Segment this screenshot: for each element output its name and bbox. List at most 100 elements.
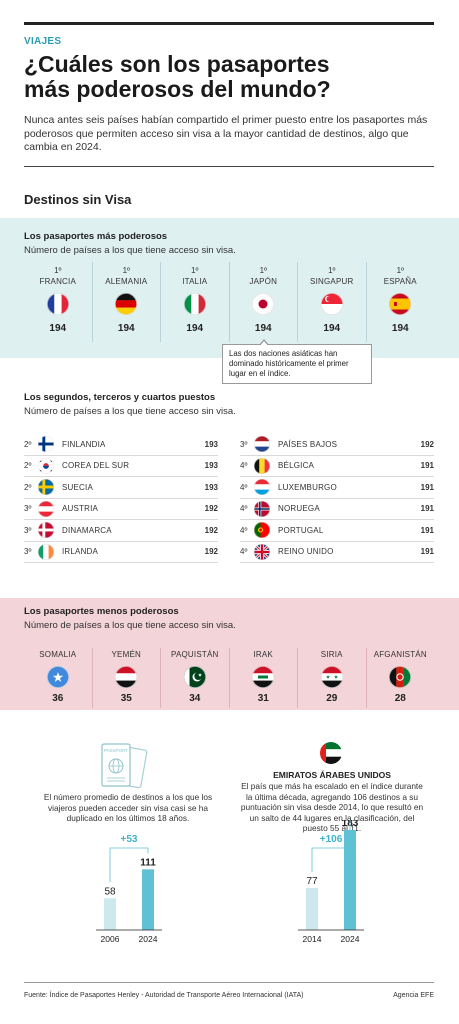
ranking-list-right: 3º PAÍSES BAJOS 192 4º BÉLGICA 191 4º LUXE…: [240, 434, 434, 563]
denmark-flag-icon: [38, 522, 54, 539]
germany-flag-icon: [115, 293, 138, 315]
title-line-2: más poderosos del mundo?: [24, 76, 331, 102]
title-line-1: ¿Cuáles son los pasaportes: [24, 51, 330, 77]
country-name: IRLANDA: [62, 547, 99, 557]
uae-title: EMIRATOS ÁRABES UNIDOS: [273, 770, 391, 780]
ranking-row: 3º AUSTRIA 192: [24, 499, 218, 520]
ranking-row: 4º LUXEMBURGO 191: [240, 477, 434, 499]
visa-free-score: 194: [254, 323, 272, 334]
low-passport-0: SOMALIA 36: [24, 648, 92, 708]
rank-label: 3º: [24, 525, 32, 535]
ranking-row: 4º BÉLGICA 191: [240, 456, 434, 477]
netherlands-flag-icon: [254, 436, 270, 453]
ranking-row: 3º DINAMARCA 192: [24, 520, 218, 542]
visa-free-score: 36: [52, 693, 64, 704]
ranking-row: 3º IRLANDA 192: [24, 542, 218, 563]
country-name: ESPAÑA: [383, 277, 417, 286]
tick-label: 2014: [303, 934, 322, 944]
divider: [24, 166, 434, 167]
belgium-flag-icon: [254, 457, 270, 474]
country-name: BÉLGICA: [278, 461, 315, 471]
uae-text: El país que más ha escalado en el índice…: [240, 781, 424, 833]
rank-label: 1º: [54, 266, 62, 275]
finland-flag-icon: [38, 436, 54, 453]
top-passport-2: 1º ITALIA 194: [160, 262, 229, 342]
ranking-list-left: 2º FINLANDIA 193 2º COREA DEL SUR 193 2º S…: [24, 434, 218, 563]
country-name: SINGAPUR: [310, 277, 354, 286]
data-label: 58: [104, 886, 116, 897]
visa-free-score: 193: [204, 439, 218, 449]
uae-flag-icon: [320, 742, 342, 764]
rank-label: 2º: [24, 439, 32, 449]
country-name: DINAMARCA: [62, 525, 112, 535]
country-name: FINLANDIA: [62, 439, 106, 449]
country-name: PORTUGAL: [278, 525, 324, 535]
rank-label: 4º: [240, 482, 248, 492]
country-name: SUECIA: [62, 482, 93, 492]
top-passport-5: 1º ESPAÑA 194: [365, 262, 435, 342]
rank-label: 3º: [240, 439, 248, 449]
luxembourg-flag-icon: [254, 479, 270, 496]
country-name: NORUEGA: [278, 504, 320, 514]
rank-label: 1º: [191, 266, 199, 275]
visa-free-score: 191: [420, 461, 434, 471]
passport-icon: PASSPORT: [101, 743, 148, 789]
ranking-row: 3º PAÍSES BAJOS 192: [240, 434, 434, 456]
average-chart: 58 2006 111 2024 +53: [96, 834, 162, 944]
ranking-row: 4º NORUEGA 191: [240, 499, 434, 520]
country-name: SIRIA: [320, 650, 343, 659]
country-name: COREA DEL SUR: [62, 461, 130, 471]
singapore-flag-icon: [320, 293, 343, 315]
country-name: LUXEMBURGO: [278, 482, 337, 492]
country-name: REINO UNIDO: [278, 547, 334, 557]
top-passport-0: 1º FRANCIA 194: [24, 262, 92, 342]
visa-free-score: 193: [204, 482, 218, 492]
top-passport-1: 1º ALEMANIA 194: [91, 262, 161, 342]
ireland-flag-icon: [38, 543, 54, 560]
top-passport-3: 1º JAPÓN 194: [228, 262, 298, 342]
tick-label: 2006: [101, 934, 120, 944]
ranking-row: 2º COREA DEL SUR 193: [24, 456, 218, 477]
france-flag-icon: [46, 293, 69, 315]
country-name: FRANCIA: [39, 277, 76, 286]
section-title: Destinos sin Visa: [24, 192, 132, 207]
rank-label: 1º: [328, 266, 336, 275]
visa-free-score: 191: [420, 525, 434, 535]
norway-flag-icon: [254, 500, 270, 517]
visa-free-score: 194: [117, 323, 135, 334]
top-passport-4: 1º SINGAPUR 194: [297, 262, 366, 342]
low-passports-band: [0, 598, 459, 710]
change-annotation: +106: [320, 834, 343, 845]
yemen-flag-icon: [115, 666, 138, 688]
bar-2014: [306, 887, 318, 930]
visa-free-score: 28: [394, 693, 406, 704]
visa-free-score: 192: [204, 504, 218, 514]
visa-free-score: 29: [326, 693, 338, 704]
visa-free-score: 34: [189, 693, 201, 704]
top-title: Los pasaportes más poderosos: [24, 231, 168, 242]
lead-paragraph: Nunca antes seis países habían compartid…: [24, 114, 428, 153]
afghanistan-flag-icon: [389, 666, 412, 688]
visa-free-score: 192: [420, 439, 434, 449]
low-passport-2: PAQUISTÁN 34: [160, 648, 229, 708]
ranking-row: 4º REINO UNIDO 191: [240, 542, 434, 563]
pakistan-flag-icon: [183, 666, 206, 688]
visa-free-score: 194: [49, 323, 67, 334]
top-subtitle: Número de países a los que tiene acceso …: [24, 245, 236, 256]
country-name: PAÍSES BAJOS: [278, 439, 338, 449]
rank-label: 4º: [240, 504, 248, 514]
visa-free-score: 191: [420, 482, 434, 492]
country-name: YEMÉN: [111, 650, 141, 659]
low-passports-grid: SOMALIA 36 YEMÉN 35 PAQUISTÁN 34 IRAK 31 SIR…: [24, 648, 434, 708]
country-name: SOMALIA: [39, 650, 77, 659]
rank-label: 3º: [24, 547, 32, 557]
country-name: ITALIA: [182, 277, 208, 286]
iraq-flag-icon: [252, 666, 275, 688]
visa-free-score: 191: [420, 547, 434, 557]
sweden-flag-icon: [38, 479, 54, 496]
top-passports-band: [0, 218, 459, 358]
low-passport-3: IRAK 31: [228, 648, 298, 708]
rank-label: 4º: [240, 547, 248, 557]
bar-2006: [104, 898, 116, 930]
rank-label: 1º: [396, 266, 404, 275]
